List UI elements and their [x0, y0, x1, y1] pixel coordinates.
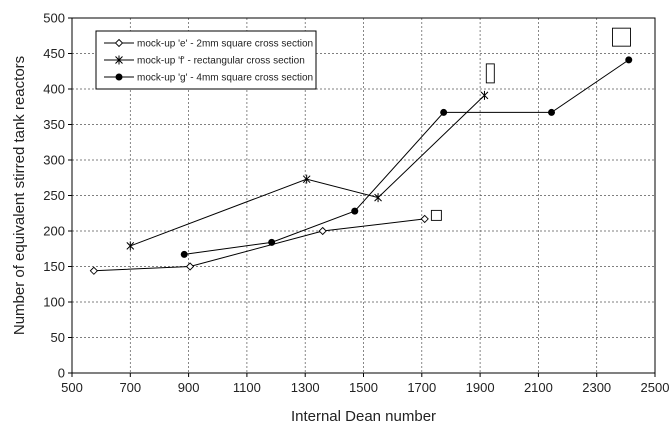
star-marker — [302, 174, 311, 184]
circle-marker — [625, 56, 633, 64]
cross-section-shape — [612, 27, 631, 47]
series-line — [184, 59, 630, 255]
legend-label: mock-up 'f' - rectangular cross section — [137, 56, 305, 67]
x-tick-label: 1500 — [349, 380, 378, 395]
y-tick-label: 250 — [43, 188, 65, 203]
y-tick-label: 500 — [43, 11, 65, 26]
diamond-marker — [185, 262, 195, 271]
circle-marker — [268, 238, 276, 246]
x-tick-label: 1300 — [291, 380, 320, 395]
x-tick-label: 2300 — [582, 380, 611, 395]
cross-section-shape — [485, 63, 495, 84]
diamond-marker — [114, 38, 124, 48]
legend: mock-up 'e' - 2mm square cross section mo… — [95, 30, 317, 90]
series-line — [93, 218, 425, 272]
x-tick-label: 500 — [61, 380, 83, 395]
circle-marker — [180, 250, 188, 258]
star-marker — [480, 90, 489, 100]
legend-label: mock-up 'g' - 4mm square cross section — [137, 73, 313, 84]
diamond-marker — [318, 226, 327, 236]
legend-item: mock-up 'f' - rectangular cross section — [104, 55, 305, 67]
x-tick-label: 1100 — [233, 380, 261, 395]
x-tick-label: 2100 — [524, 380, 553, 395]
y-tick-label: 0 — [58, 366, 65, 381]
diamond-marker — [420, 214, 429, 224]
circle-marker — [115, 73, 123, 81]
annotation-group — [430, 27, 631, 221]
star-marker — [115, 55, 123, 65]
diamond-marker — [89, 266, 98, 275]
circle-marker — [548, 108, 556, 116]
legend-label: mock-up 'e' - 2mm square cross section — [137, 39, 313, 50]
series-group — [89, 56, 633, 275]
x-tick-label: 1900 — [466, 380, 495, 395]
circle-marker — [440, 108, 448, 116]
series-2 — [180, 56, 633, 258]
x-tick-label: 900 — [178, 380, 200, 395]
y-tick-label: 350 — [43, 117, 65, 132]
y-tick-label: 150 — [43, 259, 65, 274]
cross-section-shape — [430, 209, 442, 221]
series-0 — [89, 214, 429, 275]
circle-marker — [351, 207, 359, 215]
y-tick-label: 50 — [51, 330, 65, 345]
series-1 — [126, 90, 489, 251]
y-tick-label: 400 — [43, 82, 65, 97]
y-tick-label: 450 — [43, 46, 65, 61]
x-axis-title: Internal Dean number — [291, 408, 436, 425]
star-marker — [374, 193, 382, 203]
star-marker — [126, 241, 135, 251]
y-tick-label: 100 — [43, 295, 65, 310]
y-axis-title: Number of equivalent stirred tank reacto… — [11, 56, 28, 335]
x-tick-label: 1700 — [407, 380, 436, 395]
x-tick-label: 2500 — [641, 380, 670, 395]
legend-item: mock-up 'g' - 4mm square cross section — [104, 73, 313, 84]
y-tick-label: 200 — [43, 224, 65, 239]
tick-labels: 500 700 900 1100 1300 1500 1700 1900 2100 2300 250… — [43, 11, 669, 396]
legend-item: mock-up 'e' - 2mm square cross section — [104, 39, 313, 50]
x-tick-label: 700 — [119, 380, 141, 395]
y-tick-label: 300 — [43, 153, 65, 168]
series-line — [130, 95, 485, 247]
